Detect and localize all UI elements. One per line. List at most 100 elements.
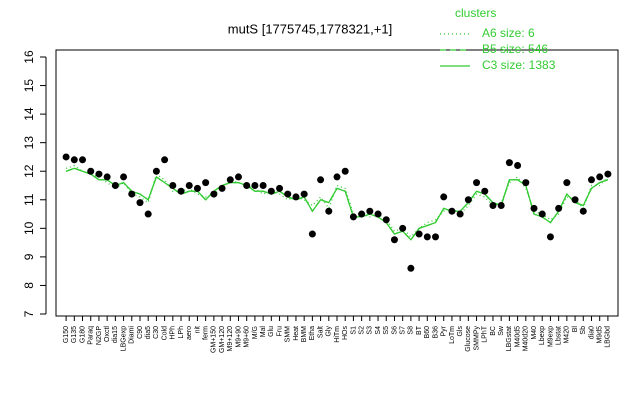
legend-label: A6 size: 6 [482, 26, 535, 40]
x-tick-label: S4 [375, 326, 382, 335]
data-point [489, 201, 497, 209]
x-tick-label: SMMPy [473, 326, 480, 351]
data-point [448, 207, 456, 215]
legend-label: B5 size: 546 [482, 42, 548, 56]
data-point [333, 173, 341, 181]
y-tick-label: 8 [22, 282, 36, 289]
x-tick-label: C30 [153, 326, 160, 339]
y-tick-label: 15 [22, 79, 36, 93]
data-point [152, 167, 160, 175]
chart-title: mutS [1775745,1778321,+1] [228, 21, 392, 36]
data-point [358, 210, 366, 218]
data-point [308, 230, 316, 238]
x-tick-label: B60 [424, 326, 431, 339]
data-point [399, 224, 407, 232]
x-tick-label: SMM [285, 326, 292, 343]
x-tick-label: Sw [498, 325, 505, 336]
data-point [464, 196, 472, 204]
x-tick-label: N2GP [96, 326, 103, 345]
x-tick-label: Oxctl [104, 326, 111, 342]
x-tick-label: M420 [564, 326, 571, 344]
plot-frame [55, 49, 619, 317]
x-tick-label: Fru [276, 326, 283, 337]
data-point [193, 184, 201, 192]
x-tick-label: BC [490, 326, 497, 336]
data-point [317, 176, 325, 184]
data-point [473, 179, 481, 187]
x-tick-label: M9d5 [597, 326, 604, 344]
data-point [514, 162, 522, 170]
data-point [382, 216, 390, 224]
x-tick-label: Lbstat [555, 326, 562, 345]
x-tick-label: M9exp [547, 326, 554, 347]
data-point [341, 167, 349, 175]
data-point [522, 179, 530, 187]
x-tick-label: HOs [342, 326, 349, 341]
data-point [440, 193, 448, 201]
data-point [267, 187, 275, 195]
data-point [456, 210, 464, 218]
x-tick-label: M9+60 [244, 326, 251, 348]
data-point [571, 196, 579, 204]
data-point [251, 182, 259, 189]
x-tick-label: Sb [580, 326, 587, 335]
data-point [300, 190, 308, 198]
x-tick-label: LoTm [449, 326, 456, 344]
y-tick-label: 10 [22, 221, 36, 235]
data-point [128, 190, 136, 198]
legend-label: C3 size: 1383 [482, 58, 556, 72]
x-tick-label: GM+120 [219, 326, 226, 353]
y-tick-label: 12 [22, 164, 36, 178]
data-point [349, 213, 357, 221]
x-tick-label: G150 [63, 326, 70, 343]
data-point [555, 204, 563, 212]
data-point [284, 190, 292, 198]
data-point [505, 159, 513, 167]
data-point [202, 179, 210, 187]
x-tick-label: Gly [326, 326, 333, 337]
x-tick-label: LBGstat [506, 326, 513, 351]
y-tick-label: 7 [22, 310, 36, 317]
x-tick-label: M40d5 [514, 326, 521, 348]
x-tick-label: Gls [457, 326, 464, 337]
data-point [276, 184, 284, 192]
y-tick-label: 13 [22, 136, 36, 150]
data-point [497, 201, 505, 209]
x-tick-label: Paraq [88, 326, 95, 345]
x-tick-label: ferm [203, 326, 210, 340]
data-point [374, 210, 382, 218]
x-tick-label: S8 [408, 326, 415, 335]
x-tick-label: Heat [293, 326, 300, 341]
x-tick-label: LPh [178, 326, 185, 339]
x-tick-label: BMM [301, 326, 308, 343]
data-point [161, 156, 169, 164]
data-point [563, 179, 571, 187]
x-tick-label: G180 [79, 326, 86, 343]
data-point [407, 264, 415, 272]
data-point [218, 184, 226, 192]
data-point [144, 210, 152, 218]
legend-title: clusters [455, 6, 496, 20]
x-tick-label: dia5 [145, 326, 152, 339]
data-point [177, 187, 185, 195]
data-point [292, 193, 300, 201]
x-tick-label: S6 [391, 326, 398, 335]
data-point [390, 236, 398, 244]
data-point [325, 207, 333, 215]
y-tick-label: 11 [22, 193, 36, 206]
y-tick-label: 9 [22, 253, 36, 260]
data-point [62, 153, 70, 161]
data-point [120, 173, 128, 181]
x-tick-label: Lbexp [539, 326, 546, 345]
data-point [546, 233, 554, 241]
data-point [415, 230, 423, 238]
data-point [432, 233, 440, 241]
x-tick-label: M9+90 [235, 326, 242, 348]
x-tick-label: aero [186, 326, 193, 340]
data-point [87, 167, 95, 175]
y-tick-label: 14 [22, 107, 36, 121]
data-point [366, 207, 374, 215]
data-point [423, 233, 431, 241]
data-point [243, 182, 251, 189]
